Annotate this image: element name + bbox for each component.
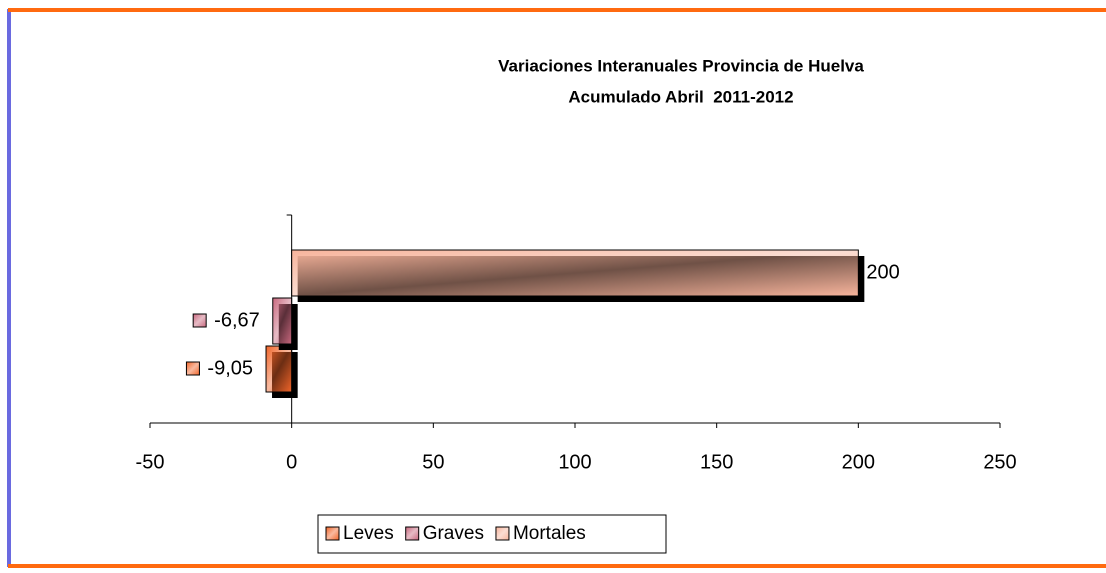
bar <box>291 249 859 297</box>
legend-key <box>405 526 420 541</box>
data-label-key <box>192 313 207 328</box>
legend-box <box>317 514 667 554</box>
legend-key <box>325 526 340 541</box>
data-label-key <box>185 361 200 376</box>
bar <box>265 345 293 393</box>
x-tick-label: 250 <box>983 451 1016 473</box>
x-tick-label: 50 <box>422 451 444 473</box>
chart-subtitle: Acumulado Abril 2011-2012 <box>568 87 793 106</box>
data-label: 200 <box>866 261 899 283</box>
x-tick-label: 150 <box>700 451 733 473</box>
legend-key <box>495 526 510 541</box>
data-label: -9,05 <box>207 357 253 379</box>
x-tick-label: 200 <box>842 451 875 473</box>
chart-title: Variaciones Interanuales Provincia de Hu… <box>498 56 864 75</box>
legend-label: Mortales <box>513 523 586 544</box>
legend-label: Graves <box>423 523 484 544</box>
data-label: -6,67 <box>214 309 260 331</box>
x-tick-label: -50 <box>136 451 165 473</box>
x-tick-label: 100 <box>558 451 591 473</box>
x-tick-label: 0 <box>286 451 297 473</box>
bar <box>272 297 293 345</box>
legend-label: Leves <box>343 523 394 544</box>
